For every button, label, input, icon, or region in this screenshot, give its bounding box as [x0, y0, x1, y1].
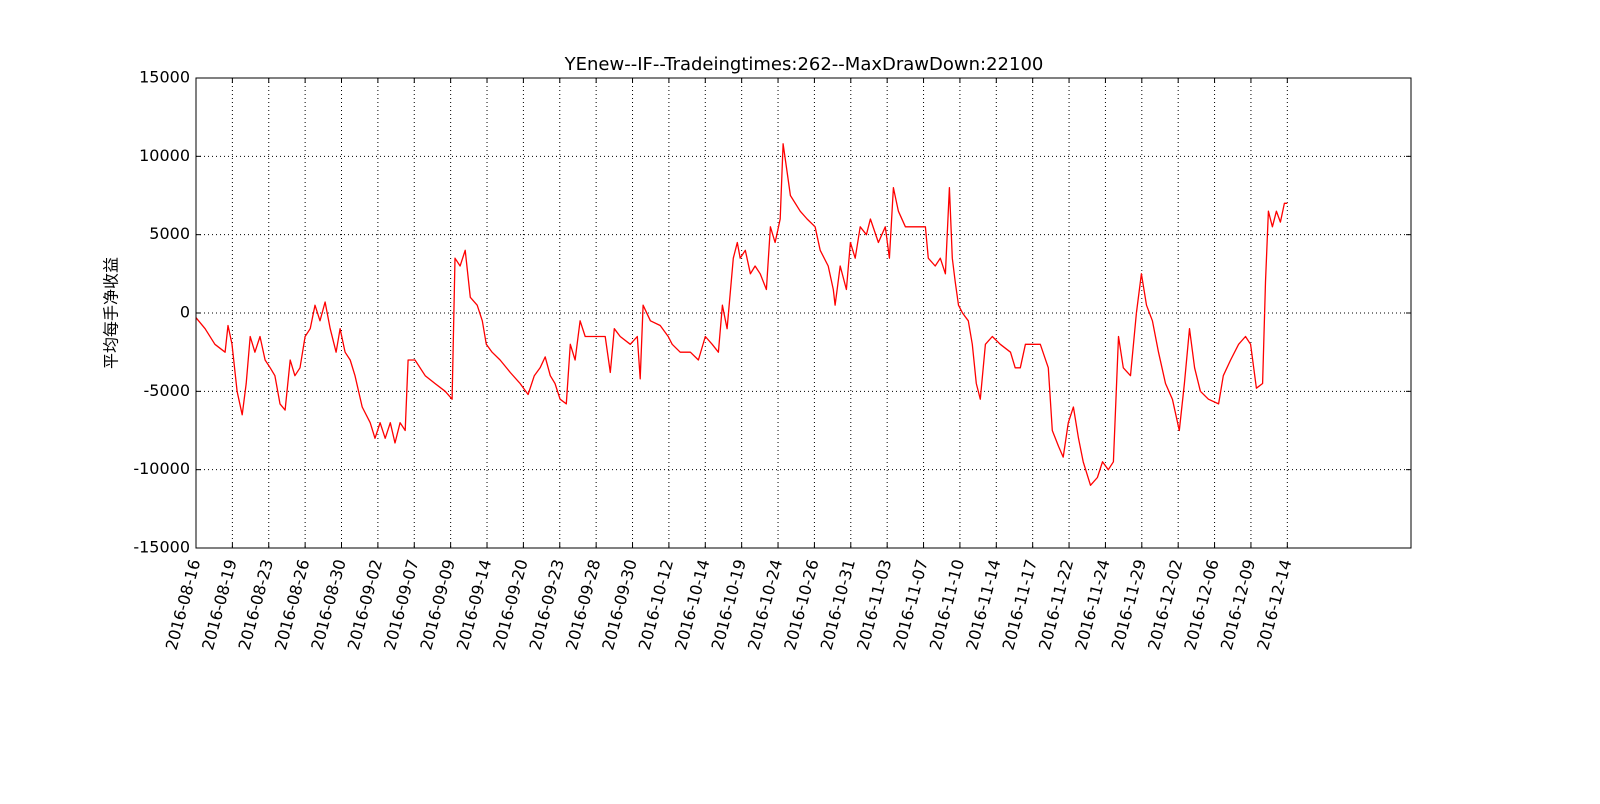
x-tick-label: 2016-08-26: [271, 557, 313, 652]
y-axis-label: 平均每手净收益: [102, 257, 121, 369]
x-tick-label: 2016-11-03: [853, 557, 895, 652]
x-tick-label: 2016-09-09: [416, 557, 458, 652]
y-tick-label: -15000: [133, 538, 190, 557]
x-tick-label: 2016-10-31: [817, 557, 859, 652]
x-tick-label: 2016-09-30: [598, 557, 640, 652]
x-tick-label: 2016-08-19: [198, 557, 240, 652]
x-tick-label: 2016-09-20: [489, 557, 531, 652]
chart-title: YEnew--IF--Tradeingtimes:262--MaxDrawDow…: [564, 54, 1044, 75]
x-tick-label: 2016-09-14: [453, 557, 495, 652]
x-tick-label: 2016-11-14: [962, 557, 1004, 652]
x-tick-label: 2016-11-10: [926, 557, 968, 652]
x-tick-label: 2016-10-12: [635, 557, 677, 652]
x-tick-label: 2016-12-06: [1180, 557, 1222, 652]
x-tick-label: 2016-11-17: [998, 557, 1040, 652]
x-tick-label: 2016-09-28: [562, 557, 604, 652]
x-tick-label: 2016-09-23: [526, 557, 568, 652]
y-tick-label: 0: [180, 303, 190, 322]
x-tick-label: 2016-11-22: [1035, 557, 1077, 652]
x-tick-label: 2016-09-07: [380, 557, 422, 652]
y-tick-label: 5000: [149, 224, 190, 243]
x-tick-label: 2016-08-23: [235, 557, 277, 652]
y-tick-label: -10000: [133, 459, 190, 478]
x-tick-label: 2016-11-07: [889, 557, 931, 652]
y-tick-label: 10000: [139, 146, 190, 165]
plot-frame: [195, 77, 1412, 549]
x-tick-label: 2016-12-02: [1144, 557, 1186, 652]
y-tick-label: -5000: [144, 381, 191, 400]
x-tick-label: 2016-10-24: [744, 557, 786, 652]
x-tick-label: 2016-10-14: [671, 557, 713, 652]
x-tick-label: 2016-11-29: [1108, 557, 1150, 652]
line-series: [195, 143, 1288, 486]
x-tick-label: 2016-08-30: [307, 557, 349, 652]
x-tick-label: 2016-08-16: [162, 557, 204, 652]
x-tick-label: 2016-10-26: [780, 557, 822, 652]
x-tick-label: 2016-12-14: [1253, 557, 1295, 652]
x-tick-label: 2016-09-02: [344, 557, 386, 652]
x-tick-label: 2016-12-09: [1217, 557, 1259, 652]
x-tick-label: 2016-11-24: [1071, 557, 1113, 652]
y-tick-label: 15000: [139, 68, 190, 87]
x-tick-label: 2016-10-19: [707, 557, 749, 652]
